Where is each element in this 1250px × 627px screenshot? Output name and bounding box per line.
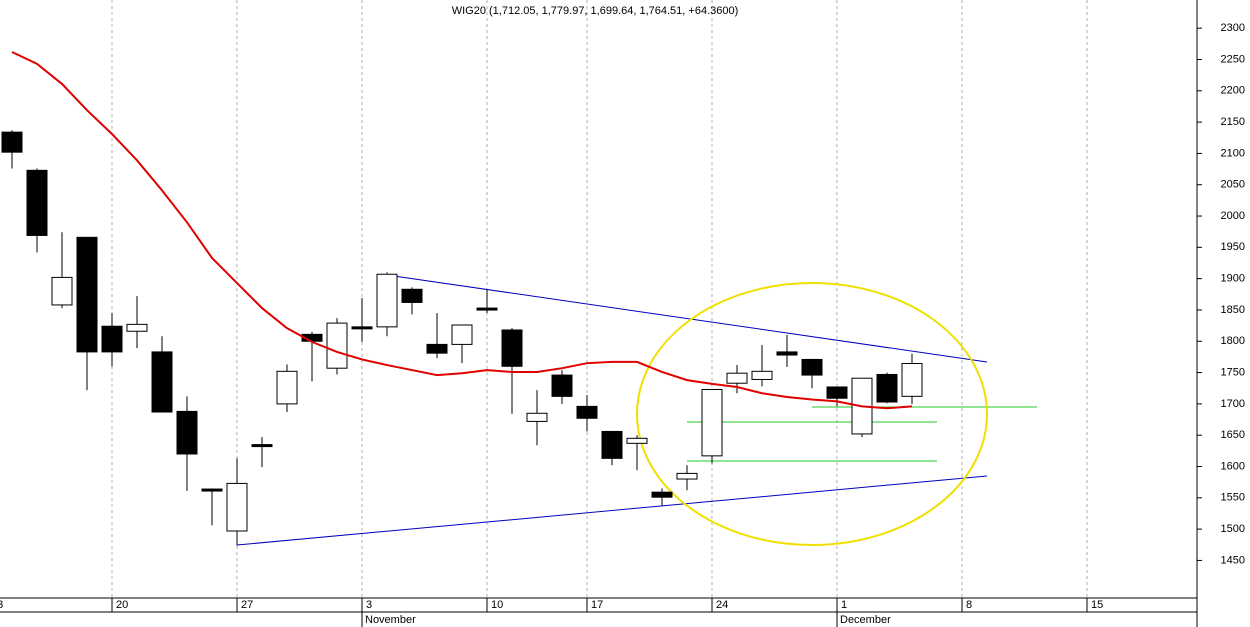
y-tick-label: 1600: [1221, 460, 1245, 472]
candle-body: [726, 372, 748, 384]
candle-body: [551, 374, 573, 397]
chart-title: WIG20 (1,712.05, 1,779.97, 1,699.64, 1,7…: [452, 5, 739, 17]
x-tick-label: 10: [491, 599, 503, 611]
candle-body: [776, 351, 798, 356]
trend-line: [386, 274, 988, 363]
candle-body: [76, 236, 98, 353]
candle-body: [751, 370, 773, 380]
candle-body: [626, 437, 648, 444]
y-tick-label: 2150: [1221, 116, 1245, 128]
x-tick-label: 8: [966, 599, 972, 611]
candle-body: [601, 430, 623, 459]
candle-body: [126, 323, 148, 332]
y-tick-label: 1550: [1221, 492, 1245, 504]
candle-body: [451, 324, 473, 345]
candle-body: [651, 491, 673, 498]
candle-body: [901, 362, 923, 397]
candle-body: [26, 169, 48, 236]
plot-area: [1, 51, 1037, 546]
candle-body: [101, 325, 123, 353]
x-tick-label: 3: [366, 599, 372, 611]
y-tick-label: 1900: [1221, 273, 1245, 285]
candle-body: [1, 131, 23, 153]
candle-body: [351, 326, 373, 330]
candle-body: [51, 276, 73, 306]
x-tick-label: 20: [116, 599, 128, 611]
candle-body: [701, 388, 723, 457]
x-tick-label: 1: [841, 599, 847, 611]
trend-line: [236, 475, 988, 546]
y-tick-label: 1700: [1221, 398, 1245, 410]
candle-body: [826, 386, 848, 399]
y-tick-label: 1500: [1221, 523, 1245, 535]
y-tick-label: 1750: [1221, 366, 1245, 378]
y-tick-label: 1650: [1221, 429, 1245, 441]
candle-body: [151, 351, 173, 413]
candle-body: [501, 329, 523, 367]
candle-body: [476, 307, 498, 311]
candle-body: [226, 482, 248, 532]
y-tick-label: 2200: [1221, 85, 1245, 97]
candle-body: [401, 288, 423, 303]
y-tick-label: 2250: [1221, 53, 1245, 65]
candle-body: [276, 370, 298, 405]
x-tick-label: 27: [241, 599, 253, 611]
candle-body: [426, 343, 448, 354]
candle-body: [576, 405, 598, 419]
y-tick-label: 2050: [1221, 179, 1245, 191]
y-tick-label: 1450: [1221, 554, 1245, 566]
y-tick-label: 2100: [1221, 147, 1245, 159]
y-tick-label: 1950: [1221, 241, 1245, 253]
x-tick-label: 13: [0, 599, 3, 611]
highlight-ellipse: [636, 282, 988, 546]
candle-body: [176, 410, 198, 455]
candle-body: [201, 488, 223, 492]
x-tick-label: 15: [1091, 599, 1103, 611]
candle-body: [801, 358, 823, 376]
moving-average-line: [11, 51, 913, 410]
candle-body: [376, 273, 398, 328]
y-tick-label: 2000: [1221, 210, 1245, 222]
candle-body: [251, 444, 273, 448]
month-label: November: [365, 614, 416, 626]
x-tick-label: 17: [591, 599, 603, 611]
y-tick-label: 1850: [1221, 304, 1245, 316]
candle-body: [676, 472, 698, 480]
month-label: December: [840, 614, 891, 626]
candle-body: [526, 412, 548, 422]
candle-body: [326, 322, 348, 369]
candle-body: [876, 373, 898, 403]
y-tick-label: 2300: [1221, 22, 1245, 34]
y-tick-label: 1800: [1221, 335, 1245, 347]
x-tick-label: 24: [716, 599, 728, 611]
